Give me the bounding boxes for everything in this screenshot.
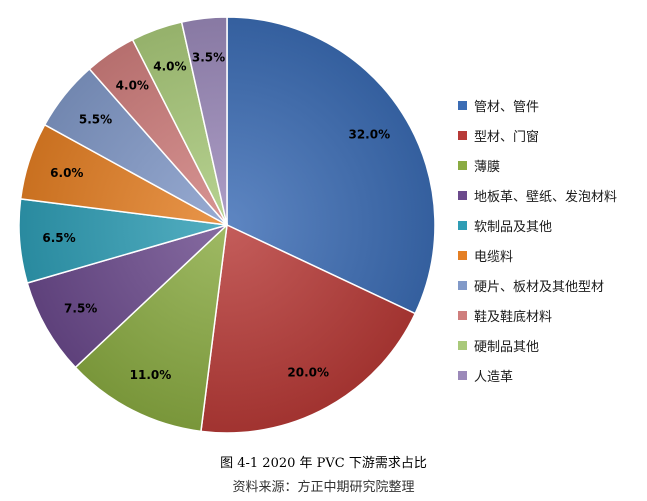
legend-swatch xyxy=(458,130,467,140)
slice-4-value-label: 7.5% xyxy=(64,302,97,316)
legend-label: 硬片、板材及其他型材 xyxy=(474,279,605,295)
legend-swatch xyxy=(458,100,467,110)
legend-item-9: 硬制品其他 xyxy=(458,330,647,360)
chart-legend: 管材、管件型材、门窗薄膜地板革、壁纸、发泡材料 软制品及其他 电缆料硬片、板材及其他… xyxy=(458,90,647,390)
legend-label: 管材、管件 xyxy=(474,99,540,115)
legend-swatch xyxy=(458,250,467,260)
slice-8-value-label: 4.0% xyxy=(116,79,149,93)
slice-7-value-label: 5.5% xyxy=(79,113,112,127)
slice-2 xyxy=(200,223,417,434)
pie-value-labels: 32.0% 20.0% 11.0% 7.5% 6.5% 6.0% 5.5% 4.0% 4.0% 3… xyxy=(42,51,390,383)
legend-item-2: 型材、门窗 xyxy=(458,120,647,150)
legend-item-6: 电缆料 xyxy=(458,240,647,270)
slice-3-value-label: 11.0% xyxy=(130,368,172,382)
slice-2-value-label: 20.0% xyxy=(287,366,329,380)
slice-6-value-label: 6.0% xyxy=(50,166,83,180)
slice-10 xyxy=(180,16,228,226)
legend-item-1: 管材、管件 xyxy=(458,90,647,120)
slice-10-value-label: 3.5% xyxy=(192,51,225,65)
legend-label: 电缆料 xyxy=(474,249,514,265)
legend-label: 硬制品其他 xyxy=(474,339,540,355)
legend-swatch xyxy=(458,160,467,170)
legend-item-10: 人造革 xyxy=(458,360,647,390)
legend-item-7: 硬片、板材及其他型材 xyxy=(458,270,647,300)
legend-label: 薄膜 xyxy=(474,159,501,175)
pie-slices xyxy=(18,16,436,434)
legend-item-8: 鞋及鞋底材料 xyxy=(458,300,647,330)
legend-label: 地板革、壁纸、发泡材料 xyxy=(474,189,618,205)
figure-source: 资料来源：方正中期研究院整理 xyxy=(232,480,415,495)
slice-4 xyxy=(26,224,228,369)
figure-caption: 图 4-1 2020 年 PVC 下游需求占比 xyxy=(220,456,427,471)
legend-item-3: 薄膜 xyxy=(458,150,647,180)
legend-swatch xyxy=(458,340,467,350)
legend-swatch xyxy=(458,310,467,320)
slice-1-value-label: 32.0% xyxy=(348,128,390,142)
slice-5-value-label: 6.5% xyxy=(42,231,75,245)
legend-swatch xyxy=(458,280,467,290)
slice-9-value-label: 4.0% xyxy=(153,60,186,74)
legend-label: 鞋及鞋底材料 xyxy=(474,309,553,325)
legend-label: 软制品及其他 xyxy=(474,219,553,235)
pie-chart-svg: 32.0% 20.0% 11.0% 7.5% 6.5% 6.0% 5.5% 4.0% 4.0% 3… xyxy=(18,16,436,434)
slice-3 xyxy=(74,223,229,433)
pie-chart: 32.0% 20.0% 11.0% 7.5% 6.5% 6.0% 5.5% 4.0% 4.0% 3… xyxy=(18,16,647,434)
legend-swatch xyxy=(458,190,467,200)
legend-label: 人造革 xyxy=(474,369,514,385)
legend-label: 型材、门窗 xyxy=(474,129,540,145)
legend-swatch xyxy=(458,370,467,380)
slice-1 xyxy=(226,16,436,315)
legend-item-4: 地板革、壁纸、发泡材料 xyxy=(458,180,647,210)
legend-swatch xyxy=(458,220,467,230)
legend-item-5: 软制品及其他 xyxy=(458,210,647,240)
